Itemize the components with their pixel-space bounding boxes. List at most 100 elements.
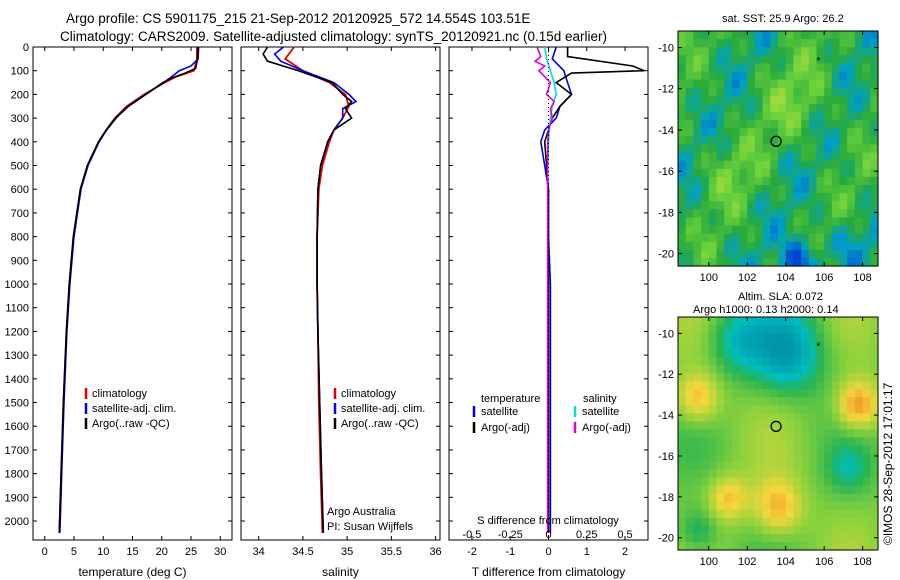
sla-map-cell bbox=[708, 493, 718, 503]
sst-map-cell bbox=[739, 95, 748, 105]
sla-map-cell bbox=[785, 477, 794, 487]
sst-map-cell bbox=[693, 95, 702, 105]
sst-map-cell bbox=[870, 257, 879, 267]
sla-map-cell bbox=[839, 405, 848, 414]
sst-map-cell bbox=[793, 112, 802, 121]
sla-map-cell bbox=[824, 405, 833, 414]
sst-map-cell bbox=[685, 103, 694, 113]
sla-map-cell bbox=[816, 333, 825, 342]
sst-map-cell bbox=[839, 95, 848, 105]
sla-map-cell bbox=[724, 461, 733, 471]
sst-map-cell bbox=[762, 241, 771, 251]
sla-map-cell bbox=[739, 445, 748, 455]
sst-map-cell bbox=[685, 241, 694, 251]
sst-map-cell bbox=[747, 241, 756, 251]
sla-map-cell bbox=[747, 373, 756, 382]
sla-map-cell bbox=[824, 389, 833, 398]
sst-map-cell bbox=[816, 249, 825, 259]
sla-map-cell bbox=[854, 421, 864, 430]
sla-map-cell bbox=[754, 381, 764, 390]
sla-map-cell bbox=[862, 405, 871, 414]
sla-map-cell bbox=[762, 461, 771, 471]
sla-map-cell bbox=[731, 493, 741, 503]
sst-map-cell bbox=[854, 95, 864, 105]
sla-map-cell bbox=[678, 501, 687, 511]
sla-map-cell bbox=[801, 493, 810, 503]
sla-map-cell bbox=[701, 405, 710, 414]
sla-map-cell bbox=[678, 509, 687, 519]
salinity-xtick-label: 34 bbox=[253, 546, 265, 558]
sst-map-cell bbox=[824, 160, 833, 170]
sla-map-cell bbox=[716, 461, 725, 471]
sst-map-cell bbox=[754, 168, 764, 178]
sla-map-cell bbox=[708, 461, 718, 471]
sla-map-cell bbox=[693, 517, 702, 527]
sst-map-cell bbox=[685, 193, 694, 202]
sla-map-cell bbox=[816, 453, 825, 463]
sla-map-cell bbox=[793, 525, 802, 535]
sst-map-cell bbox=[731, 136, 741, 145]
sst-map-cell bbox=[801, 168, 810, 178]
sst-map-cell bbox=[839, 87, 848, 97]
sst-map-cell bbox=[739, 225, 748, 235]
sla-map-cell bbox=[693, 373, 702, 382]
sst-map-cell bbox=[693, 71, 702, 81]
sst-map-cell bbox=[831, 103, 841, 113]
sst-map-cell bbox=[854, 217, 864, 227]
sla-map-cell bbox=[685, 421, 694, 430]
sst-map-cell bbox=[785, 225, 794, 235]
sst-map-cell bbox=[678, 63, 687, 73]
sla-map-cell bbox=[724, 317, 733, 326]
sst-map-cell bbox=[854, 144, 864, 154]
sst-map-cell bbox=[731, 39, 741, 48]
sla-map-cell bbox=[854, 501, 864, 511]
sla-map-cell bbox=[778, 469, 787, 479]
sst-map-cell bbox=[739, 120, 748, 129]
sla-map-cell bbox=[808, 445, 818, 455]
sst-map-cell bbox=[862, 209, 871, 218]
sla-map-cell bbox=[716, 525, 725, 535]
sla-map-cell bbox=[724, 469, 733, 479]
sst-map-cell bbox=[731, 120, 741, 129]
depth-tick-label: 100 bbox=[11, 66, 29, 78]
sst-map-cell bbox=[708, 241, 718, 251]
sla-map-cell bbox=[816, 421, 825, 430]
sst-map-cell bbox=[762, 103, 771, 113]
sla-map-cell bbox=[708, 381, 718, 390]
sst-map-cell bbox=[739, 55, 748, 64]
sla-map-cell bbox=[701, 461, 710, 471]
sst-map-cell bbox=[701, 176, 710, 186]
sst-map-cell bbox=[847, 241, 856, 251]
sst-map-cell bbox=[724, 225, 733, 235]
sst-map-ytick-label: -14 bbox=[658, 125, 674, 137]
sst-map-cell bbox=[862, 95, 871, 105]
sla-map-cell bbox=[785, 325, 794, 334]
sst-map-cell bbox=[870, 233, 879, 243]
sla-map-cell bbox=[708, 341, 718, 350]
sst-map-cell bbox=[693, 128, 702, 137]
sst-map-cell bbox=[685, 112, 694, 121]
sst-map-cell bbox=[854, 136, 864, 145]
sst-map-cell bbox=[754, 39, 764, 48]
sla-map-cell bbox=[701, 469, 710, 479]
sst-map-cell bbox=[724, 249, 733, 259]
sst-map-cell bbox=[762, 152, 771, 162]
sla-map-cell bbox=[731, 333, 741, 342]
sst-map-cell bbox=[808, 55, 818, 64]
sst-map-cell bbox=[793, 185, 802, 194]
sla-map-cell bbox=[847, 421, 856, 430]
sst-map-cell bbox=[693, 193, 702, 202]
sla-map-cell bbox=[831, 405, 841, 414]
sst-map-cell bbox=[747, 47, 756, 56]
sst-map-cell bbox=[839, 257, 848, 267]
sla-map-cell bbox=[701, 333, 710, 342]
sst-map-cell bbox=[831, 176, 841, 186]
sst-map-cell bbox=[708, 87, 718, 97]
sst-map-cell bbox=[870, 185, 879, 194]
sst-map-cell bbox=[716, 63, 725, 73]
sst-map-cell bbox=[778, 209, 787, 218]
sst-map-cell bbox=[854, 249, 864, 259]
sla-map-cell bbox=[862, 325, 871, 334]
sla-map-cell bbox=[724, 341, 733, 350]
sla-map-cell bbox=[678, 373, 687, 382]
